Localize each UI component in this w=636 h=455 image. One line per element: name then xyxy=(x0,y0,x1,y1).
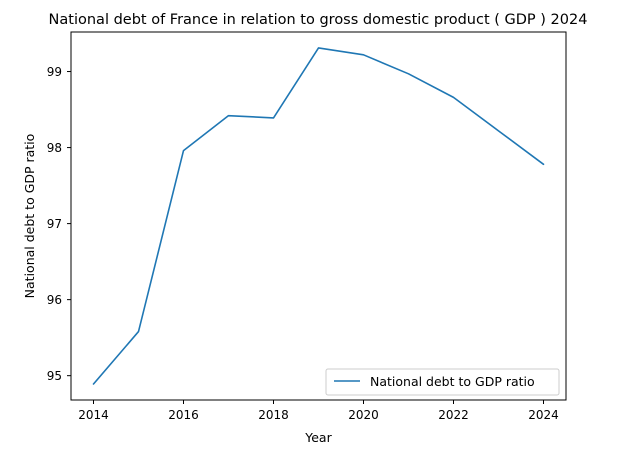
y-axis: 95 96 97 98 99 xyxy=(47,65,71,383)
y-tick-label: 99 xyxy=(47,65,62,79)
x-tick-label: 2020 xyxy=(348,408,379,422)
chart-title: National debt of France in relation to g… xyxy=(49,12,588,28)
y-tick-label: 98 xyxy=(47,141,62,155)
legend-box xyxy=(325,368,560,396)
x-tick-label: 2014 xyxy=(78,408,109,422)
x-tick-label: 2024 xyxy=(528,408,559,422)
series-layer xyxy=(92,47,545,385)
y-axis-label: National debt to GDP ratio xyxy=(22,134,37,299)
y-tick-label: 95 xyxy=(47,369,62,383)
plot-area xyxy=(70,31,567,401)
legend-label: National debt to GDP ratio xyxy=(370,374,535,389)
series-line xyxy=(92,47,545,385)
legend: National debt to GDP ratio xyxy=(325,368,560,396)
y-tick-label: 97 xyxy=(47,217,62,231)
x-tick-label: 2018 xyxy=(258,408,289,422)
x-axis: 2014 2016 2018 2020 2022 2024 xyxy=(78,400,559,422)
x-axis-label: Year xyxy=(304,430,332,445)
y-tick-label: 96 xyxy=(47,293,62,307)
x-tick-label: 2022 xyxy=(438,408,469,422)
x-tick-label: 2016 xyxy=(168,408,199,422)
plot-frame xyxy=(70,31,567,401)
